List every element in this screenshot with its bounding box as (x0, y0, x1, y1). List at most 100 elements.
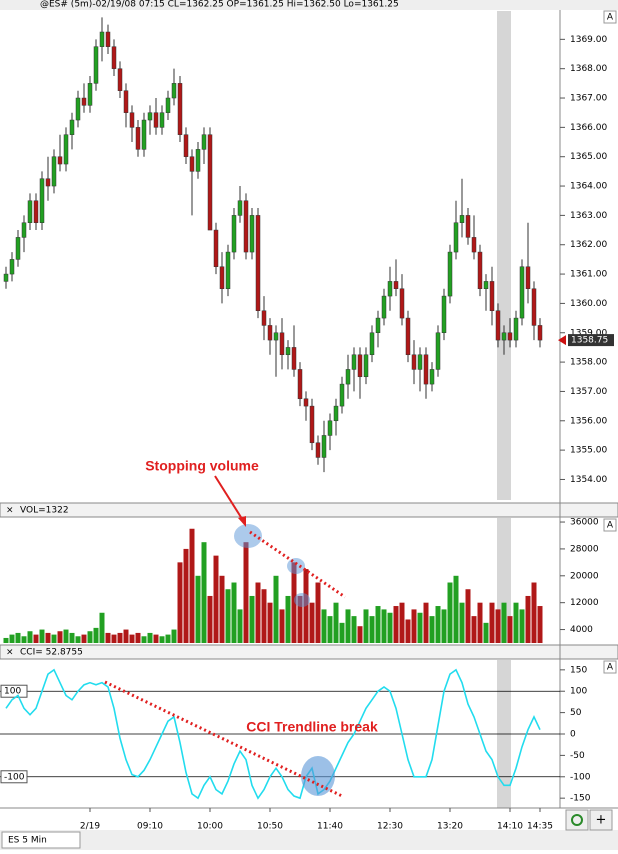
candle-body (261, 310, 267, 326)
candle-body (429, 369, 435, 385)
volume-bar (465, 589, 471, 643)
y-tick-label: 20000 (570, 571, 599, 581)
x-tick-label: 10:50 (257, 822, 283, 832)
cursor-band (497, 11, 511, 500)
volume-bar (63, 629, 69, 643)
candle-body (237, 200, 243, 216)
autoscale-button[interactable] (603, 660, 617, 674)
candle-body (219, 266, 225, 289)
candle-body (423, 354, 429, 385)
last-price-box (568, 334, 614, 347)
volume-bar (255, 582, 261, 643)
volume-bar (159, 636, 165, 643)
candle-body (165, 97, 171, 113)
volume-bar (225, 589, 231, 643)
x-tick-label: 11:40 (317, 822, 343, 832)
volume-bar (435, 606, 441, 643)
candle-body (111, 46, 117, 69)
candle-body (195, 149, 201, 172)
close-icon[interactable]: × (6, 648, 14, 658)
y-tick-label: 1366.00 (570, 123, 607, 133)
y-tick-label: 50 (570, 708, 582, 718)
autoscale-label[interactable]: A (607, 521, 614, 531)
volume-bar (327, 616, 333, 643)
candle-body (333, 405, 339, 422)
x-tick-label: 10:00 (197, 822, 223, 832)
candle-body (417, 354, 423, 370)
candle-body (189, 156, 195, 172)
candle-body (75, 97, 81, 121)
candle-body (273, 332, 279, 341)
candle-body (519, 266, 525, 319)
autoscale-button[interactable] (603, 518, 617, 532)
autoscale-label[interactable]: A (607, 13, 614, 23)
add-button[interactable] (589, 809, 613, 831)
volume-bar (231, 582, 237, 643)
trendline (249, 530, 346, 599)
candle-body (501, 332, 507, 341)
candle-body (345, 369, 351, 385)
volume-bar (129, 634, 135, 643)
candle-body (279, 332, 285, 356)
candle-body (153, 112, 159, 128)
volume-bar (375, 606, 381, 643)
volume-bar (471, 616, 477, 643)
volume-bar (219, 575, 225, 643)
volume-bar (57, 631, 63, 643)
close-icon[interactable]: × (6, 506, 14, 516)
autoscale-label[interactable]: A (607, 663, 614, 673)
candle-body (435, 332, 441, 370)
volume-bar (39, 629, 45, 643)
annotation: CCI Trendline break (246, 719, 378, 735)
volume-bar (363, 609, 369, 643)
candle-body (177, 83, 183, 135)
candle-body (105, 31, 111, 47)
volume-bar (501, 602, 507, 643)
volume-bar (201, 542, 207, 643)
candle-body (381, 295, 387, 319)
annotation: Stopping volume (145, 458, 259, 474)
volume-bar (417, 612, 423, 643)
x-tick-label: 2/19 (80, 822, 100, 832)
volume-bar (183, 548, 189, 643)
refresh-button[interactable] (565, 809, 589, 831)
y-tick-label: 1364.00 (570, 182, 607, 192)
volume-bar (141, 636, 147, 643)
pane-header (0, 502, 618, 518)
candle-body (81, 97, 87, 106)
candle-body (447, 251, 453, 297)
candle-body (45, 178, 51, 187)
y-tick-label: 4000 (570, 625, 593, 635)
add-label[interactable]: + (596, 813, 607, 828)
volume-bar (357, 626, 363, 643)
candle-body (357, 354, 363, 378)
candle-body (9, 259, 15, 275)
y-tick-label: 1368.00 (570, 64, 607, 74)
volume-bar (483, 622, 489, 643)
volume-bar (507, 616, 513, 643)
y-tick-label: 100 (570, 687, 587, 697)
candle-body (159, 112, 165, 128)
candle-body (411, 354, 417, 370)
y-tick-label: 1355.00 (570, 446, 607, 456)
volume-bar (87, 631, 93, 643)
tab-label[interactable]: ES 5 Min (8, 836, 47, 846)
autoscale-button[interactable] (603, 10, 617, 24)
refresh-icon[interactable] (571, 814, 583, 826)
tab[interactable] (1, 831, 81, 849)
y-tick-label: 1359.00 (570, 328, 607, 338)
volume-bar (3, 637, 9, 643)
candle-body (297, 369, 303, 400)
candle-body (477, 251, 483, 289)
candle-body (351, 354, 357, 370)
volume-bar (423, 602, 429, 643)
volume-bar (459, 602, 465, 643)
last-price-label: 1358.75 (571, 336, 608, 346)
y-tick-label: 1369.00 (570, 35, 607, 45)
candle-body (363, 354, 369, 378)
volume-bar (273, 575, 279, 643)
candle-body (93, 46, 99, 84)
volume-bar (171, 629, 177, 643)
volume-bar (147, 632, 153, 643)
volume-bar (531, 582, 537, 643)
